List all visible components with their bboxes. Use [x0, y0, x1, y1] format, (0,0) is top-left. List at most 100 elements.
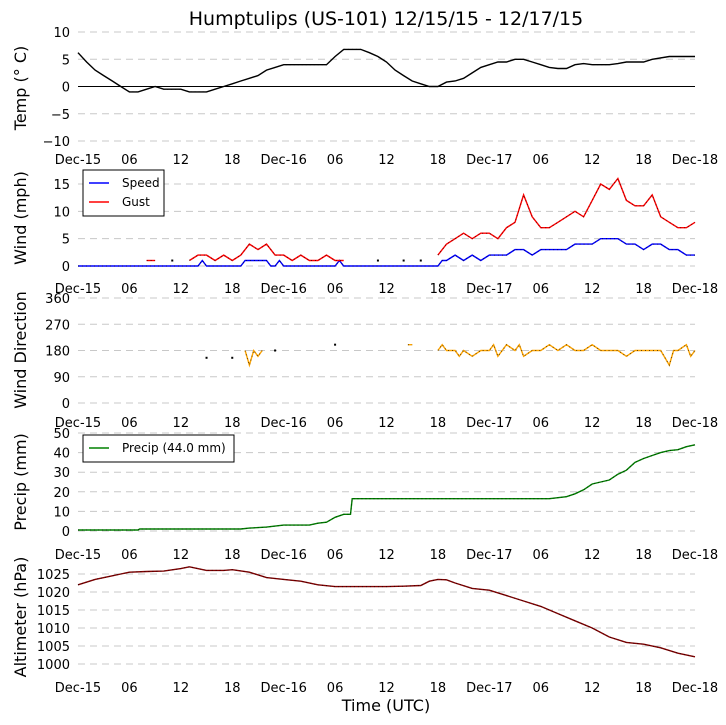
alt-xtick-label: 12: [584, 681, 601, 696]
temp-xtick-label: Dec-17: [466, 153, 512, 168]
dir-xtick-label: 12: [584, 416, 601, 431]
dir-xtick-label: 18: [224, 416, 241, 431]
temp-xtick-label: Dec-16: [260, 153, 306, 168]
wind-xtick-label: 18: [635, 282, 652, 297]
alt-xtick-label: Dec-17: [466, 681, 512, 696]
dir-xtick-label: 12: [173, 416, 190, 431]
alt-xtick-label: 12: [378, 681, 395, 696]
temp-temp-line: [77, 48, 695, 93]
precip-xtick-label: Dec-18: [672, 548, 718, 563]
alt-xtick-label: 06: [327, 681, 344, 696]
wind-xtick-label: Dec-18: [672, 282, 718, 297]
wind-xtick-label: 06: [327, 282, 344, 297]
dir-ytick-label: 360: [45, 292, 70, 307]
precip-xtick-label: 18: [224, 548, 241, 563]
temp-xtick-label: 12: [173, 153, 190, 168]
alt-ytick-label: 1000: [37, 658, 70, 673]
dir-direction-point: [274, 349, 277, 352]
alt-xtick-label: 06: [121, 681, 138, 696]
precip-xtick-label: Dec-15: [55, 548, 101, 563]
dir-direction-point: [334, 343, 337, 346]
wind-ytick-label: 0: [62, 260, 70, 275]
alt-ytick-label: 1025: [37, 568, 70, 583]
dir-xtick-label: 18: [635, 416, 652, 431]
alt-ytick-label: 1005: [37, 640, 70, 655]
wind-xtick-label: 06: [532, 282, 549, 297]
alt-ytick-label: 1010: [37, 622, 70, 637]
dir-xtick-label: 06: [327, 416, 344, 431]
wind-xtick-label: 12: [173, 282, 190, 297]
temp-xtick-label: 06: [121, 153, 138, 168]
temp-temp-markers: [77, 48, 695, 93]
temp-ytick-label: 10: [53, 26, 70, 41]
dir-direction-markers: [244, 349, 263, 367]
temp-ytick-label: −5: [51, 108, 70, 123]
dir-direction-point: [231, 356, 234, 359]
alt-altimeter-line: [77, 566, 696, 658]
precip-ytick-label: 30: [53, 466, 70, 481]
wind-ytick-label: 15: [53, 178, 70, 193]
precip-xtick-label: 18: [635, 548, 652, 563]
dir-xtick-label: Dec-17: [466, 416, 512, 431]
dir-xtick-label: Dec-18: [672, 416, 718, 431]
alt-xtick-label: 18: [635, 681, 652, 696]
dir-xtick-label: 06: [121, 416, 138, 431]
wind-legend: [82, 169, 165, 217]
temp-xtick-label: 18: [430, 153, 447, 168]
precip-xtick-label: 12: [584, 548, 601, 563]
temp-ylabel: Temp (° C): [11, 46, 30, 131]
wind-speed-line: [78, 237, 695, 267]
temp-xtick-label: 12: [584, 153, 601, 168]
wind-gust-markers: [189, 243, 344, 262]
dir-ytick-label: 180: [45, 345, 70, 360]
wind-xtick-label: Dec-15: [55, 282, 101, 297]
wind-xtick-label: Dec-17: [466, 282, 512, 297]
wind-xtick-label: 18: [430, 282, 447, 297]
alt-altimeter-markers: [77, 566, 696, 658]
temp-ytick-label: 0: [62, 81, 70, 96]
alt-ylabel: Altimeter (hPa): [11, 557, 30, 678]
wind-xtick-label: Dec-16: [260, 282, 306, 297]
wind-ylabel: Wind (mph): [11, 171, 30, 265]
alt-xtick-label: Dec-16: [260, 681, 306, 696]
wind-legend-label: Speed: [122, 176, 160, 190]
precip-xtick-label: 06: [327, 548, 344, 563]
temp-xtick-label: 06: [532, 153, 549, 168]
chart-title: Humptulips (US-101) 12/15/15 - 12/17/15: [189, 8, 584, 30]
dir-ylabel: Wind Direction: [11, 291, 30, 409]
alt-xtick-label: 06: [532, 681, 549, 696]
dir-xtick-label: Dec-16: [260, 416, 306, 431]
wind-legend-label: Gust: [122, 195, 150, 209]
wind-gust-point: [419, 259, 422, 262]
precip-legend-label: Precip (44.0 mm): [122, 441, 226, 455]
precip-ytick-label: 0: [62, 525, 70, 540]
alt-xtick-label: 18: [430, 681, 447, 696]
dir-ytick-label: 270: [45, 318, 70, 333]
wind-speed-markers: [78, 238, 695, 267]
precip-ytick-label: 20: [53, 486, 70, 501]
precip-ylabel: Precip (mm): [11, 433, 30, 531]
precip-xtick-label: 12: [378, 548, 395, 563]
temp-ytick-label: 5: [62, 53, 70, 68]
temp-ytick-label: −10: [43, 135, 70, 150]
dir-direction-point: [205, 356, 208, 359]
wind-ytick-label: 5: [62, 233, 70, 248]
wind-gust-line: [189, 243, 344, 262]
alt-xtick-label: 12: [173, 681, 190, 696]
dir-xtick-label: 18: [430, 416, 447, 431]
dir-ytick-label: 0: [62, 397, 70, 412]
dir-ytick-label: 90: [53, 371, 70, 386]
dir-xtick-label: 06: [532, 416, 549, 431]
precip-ytick-label: 40: [53, 447, 70, 462]
temp-xtick-label: Dec-18: [672, 153, 718, 168]
alt-ytick-label: 1015: [37, 604, 70, 619]
wind-gust-markers: [437, 177, 696, 256]
wind-xtick-label: 06: [121, 282, 138, 297]
x-axis-label: Time (UTC): [341, 696, 430, 715]
alt-xtick-label: 18: [224, 681, 241, 696]
wind-gust-point: [376, 259, 379, 262]
wind-xtick-label: 12: [378, 282, 395, 297]
precip-precip-44-0-mm-markers: [78, 444, 696, 531]
wind-xtick-label: 18: [224, 282, 241, 297]
